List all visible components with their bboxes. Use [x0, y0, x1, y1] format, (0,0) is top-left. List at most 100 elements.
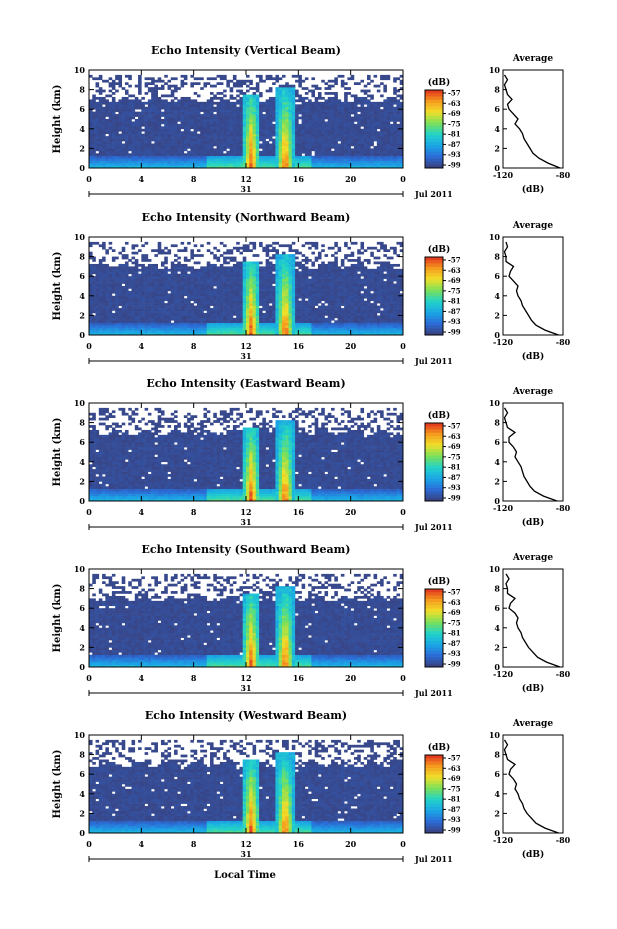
heatmap-cell: [147, 327, 152, 331]
heatmap-cell: [98, 263, 103, 267]
heatmap-cell: [376, 116, 381, 120]
heatmap-cell: [108, 312, 113, 316]
heatmap-cell: [281, 327, 286, 331]
heatmap-cell: [180, 145, 185, 149]
heatmap-cell: [92, 153, 96, 157]
heatmap-cell: [285, 325, 289, 328]
heatmap-cell: [370, 109, 374, 112]
heatmap-cell: [95, 322, 100, 326]
panel-1: Echo Intensity (Northward Beam)Height (k…: [52, 211, 571, 366]
heatmap-cell: [210, 119, 214, 122]
heatmap-cell: [268, 266, 273, 270]
heatmap-cell: [210, 109, 214, 112]
heatmap-cell: [249, 150, 253, 154]
heatmap-cell: [285, 303, 289, 306]
heatmap-cell: [229, 119, 234, 122]
heatmap-cell: [367, 160, 371, 164]
heatmap-cell: [102, 283, 106, 287]
heatmap-cell: [131, 126, 136, 130]
heatmap-cell: [193, 111, 198, 115]
heatmap-cell: [268, 96, 273, 100]
heatmap-cell: [105, 155, 109, 159]
heatmap-cell: [239, 153, 244, 157]
heatmap-cell: [363, 143, 368, 147]
heatmap-cell: [242, 290, 247, 294]
heatmap-cell: [131, 290, 136, 294]
heatmap-cell: [167, 106, 172, 110]
heatmap-cell: [177, 150, 181, 154]
heatmap-cell: [386, 141, 391, 144]
heatmap-cell: [285, 104, 289, 108]
heatmap-cell: [242, 94, 247, 98]
heatmap-cell: [213, 327, 217, 331]
heatmap-cell: [311, 116, 315, 120]
heatmap-cell: [396, 153, 401, 157]
heatmap-cell: [272, 104, 276, 108]
heatmap-cell: [223, 298, 227, 301]
heatmap-cell: [154, 104, 158, 108]
heatmap-cell: [121, 293, 126, 297]
heatmap-cell: [272, 241, 276, 245]
heatmap-cell: [242, 155, 247, 159]
heatmap-cell: [353, 131, 358, 134]
heatmap-cell: [144, 320, 149, 324]
heatmap-cell: [187, 111, 191, 115]
heatmap-cell: [259, 158, 263, 161]
heatmap-cell: [268, 109, 273, 112]
heatmap-cell: [229, 109, 234, 112]
colorbar-segment: [425, 122, 443, 127]
heatmap-cell: [124, 101, 129, 105]
heatmap-cell: [98, 133, 103, 137]
heatmap-cell: [295, 94, 299, 98]
heatmap-cell: [89, 126, 93, 130]
heatmap-cell: [131, 298, 136, 301]
heatmap-cell: [246, 96, 250, 100]
heatmap-cell: [399, 79, 404, 83]
heatmap-cell: [314, 148, 319, 152]
heatmap-cell: [219, 145, 224, 149]
heatmap-cell: [124, 320, 129, 324]
heatmap-cell: [203, 305, 208, 309]
heatmap-cell: [226, 138, 230, 142]
heatmap-cell: [334, 158, 338, 161]
heatmap-cell: [386, 128, 391, 132]
heatmap-cell: [272, 300, 276, 304]
heatmap-cell: [118, 119, 123, 122]
heatmap-cell: [170, 293, 175, 297]
heatmap-cell: [118, 317, 123, 321]
heatmap-cell: [193, 283, 198, 287]
heatmap-cell: [393, 89, 397, 93]
heatmap-cell: [177, 106, 181, 110]
heatmap-cell: [196, 109, 201, 112]
heatmap-cell: [252, 133, 257, 137]
heatmap-cell: [236, 263, 240, 267]
heatmap-cell: [304, 136, 309, 139]
heatmap-cell: [196, 128, 201, 132]
heatmap-cell: [242, 317, 247, 321]
heatmap-cell: [144, 141, 149, 144]
heatmap-cell: [281, 165, 286, 169]
heatmap-cell: [236, 150, 240, 154]
heatmap-cell: [232, 246, 237, 250]
heatmap-cell: [311, 141, 315, 144]
heatmap-cell: [180, 317, 185, 321]
heatmap-cell: [131, 266, 136, 270]
heatmap-cell: [301, 165, 306, 169]
heatmap-cell: [157, 126, 162, 130]
heatmap-cell: [386, 145, 391, 149]
heatmap-cell: [223, 119, 227, 122]
heatmap-cell: [317, 101, 322, 105]
heatmap-cell: [367, 143, 371, 147]
heatmap-cell: [219, 143, 224, 147]
heatmap-cell: [298, 136, 302, 139]
heatmap-cell: [340, 141, 345, 144]
heatmap-cell: [216, 293, 221, 297]
heatmap-cell: [308, 145, 312, 149]
heatmap-cell: [105, 104, 109, 108]
heatmap-cell: [111, 141, 116, 144]
heatmap-cell: [337, 138, 342, 142]
heatmap-cell: [259, 273, 263, 277]
heatmap-cell: [259, 77, 263, 81]
heatmap-cell: [304, 87, 309, 90]
heatmap-cell: [216, 332, 221, 336]
